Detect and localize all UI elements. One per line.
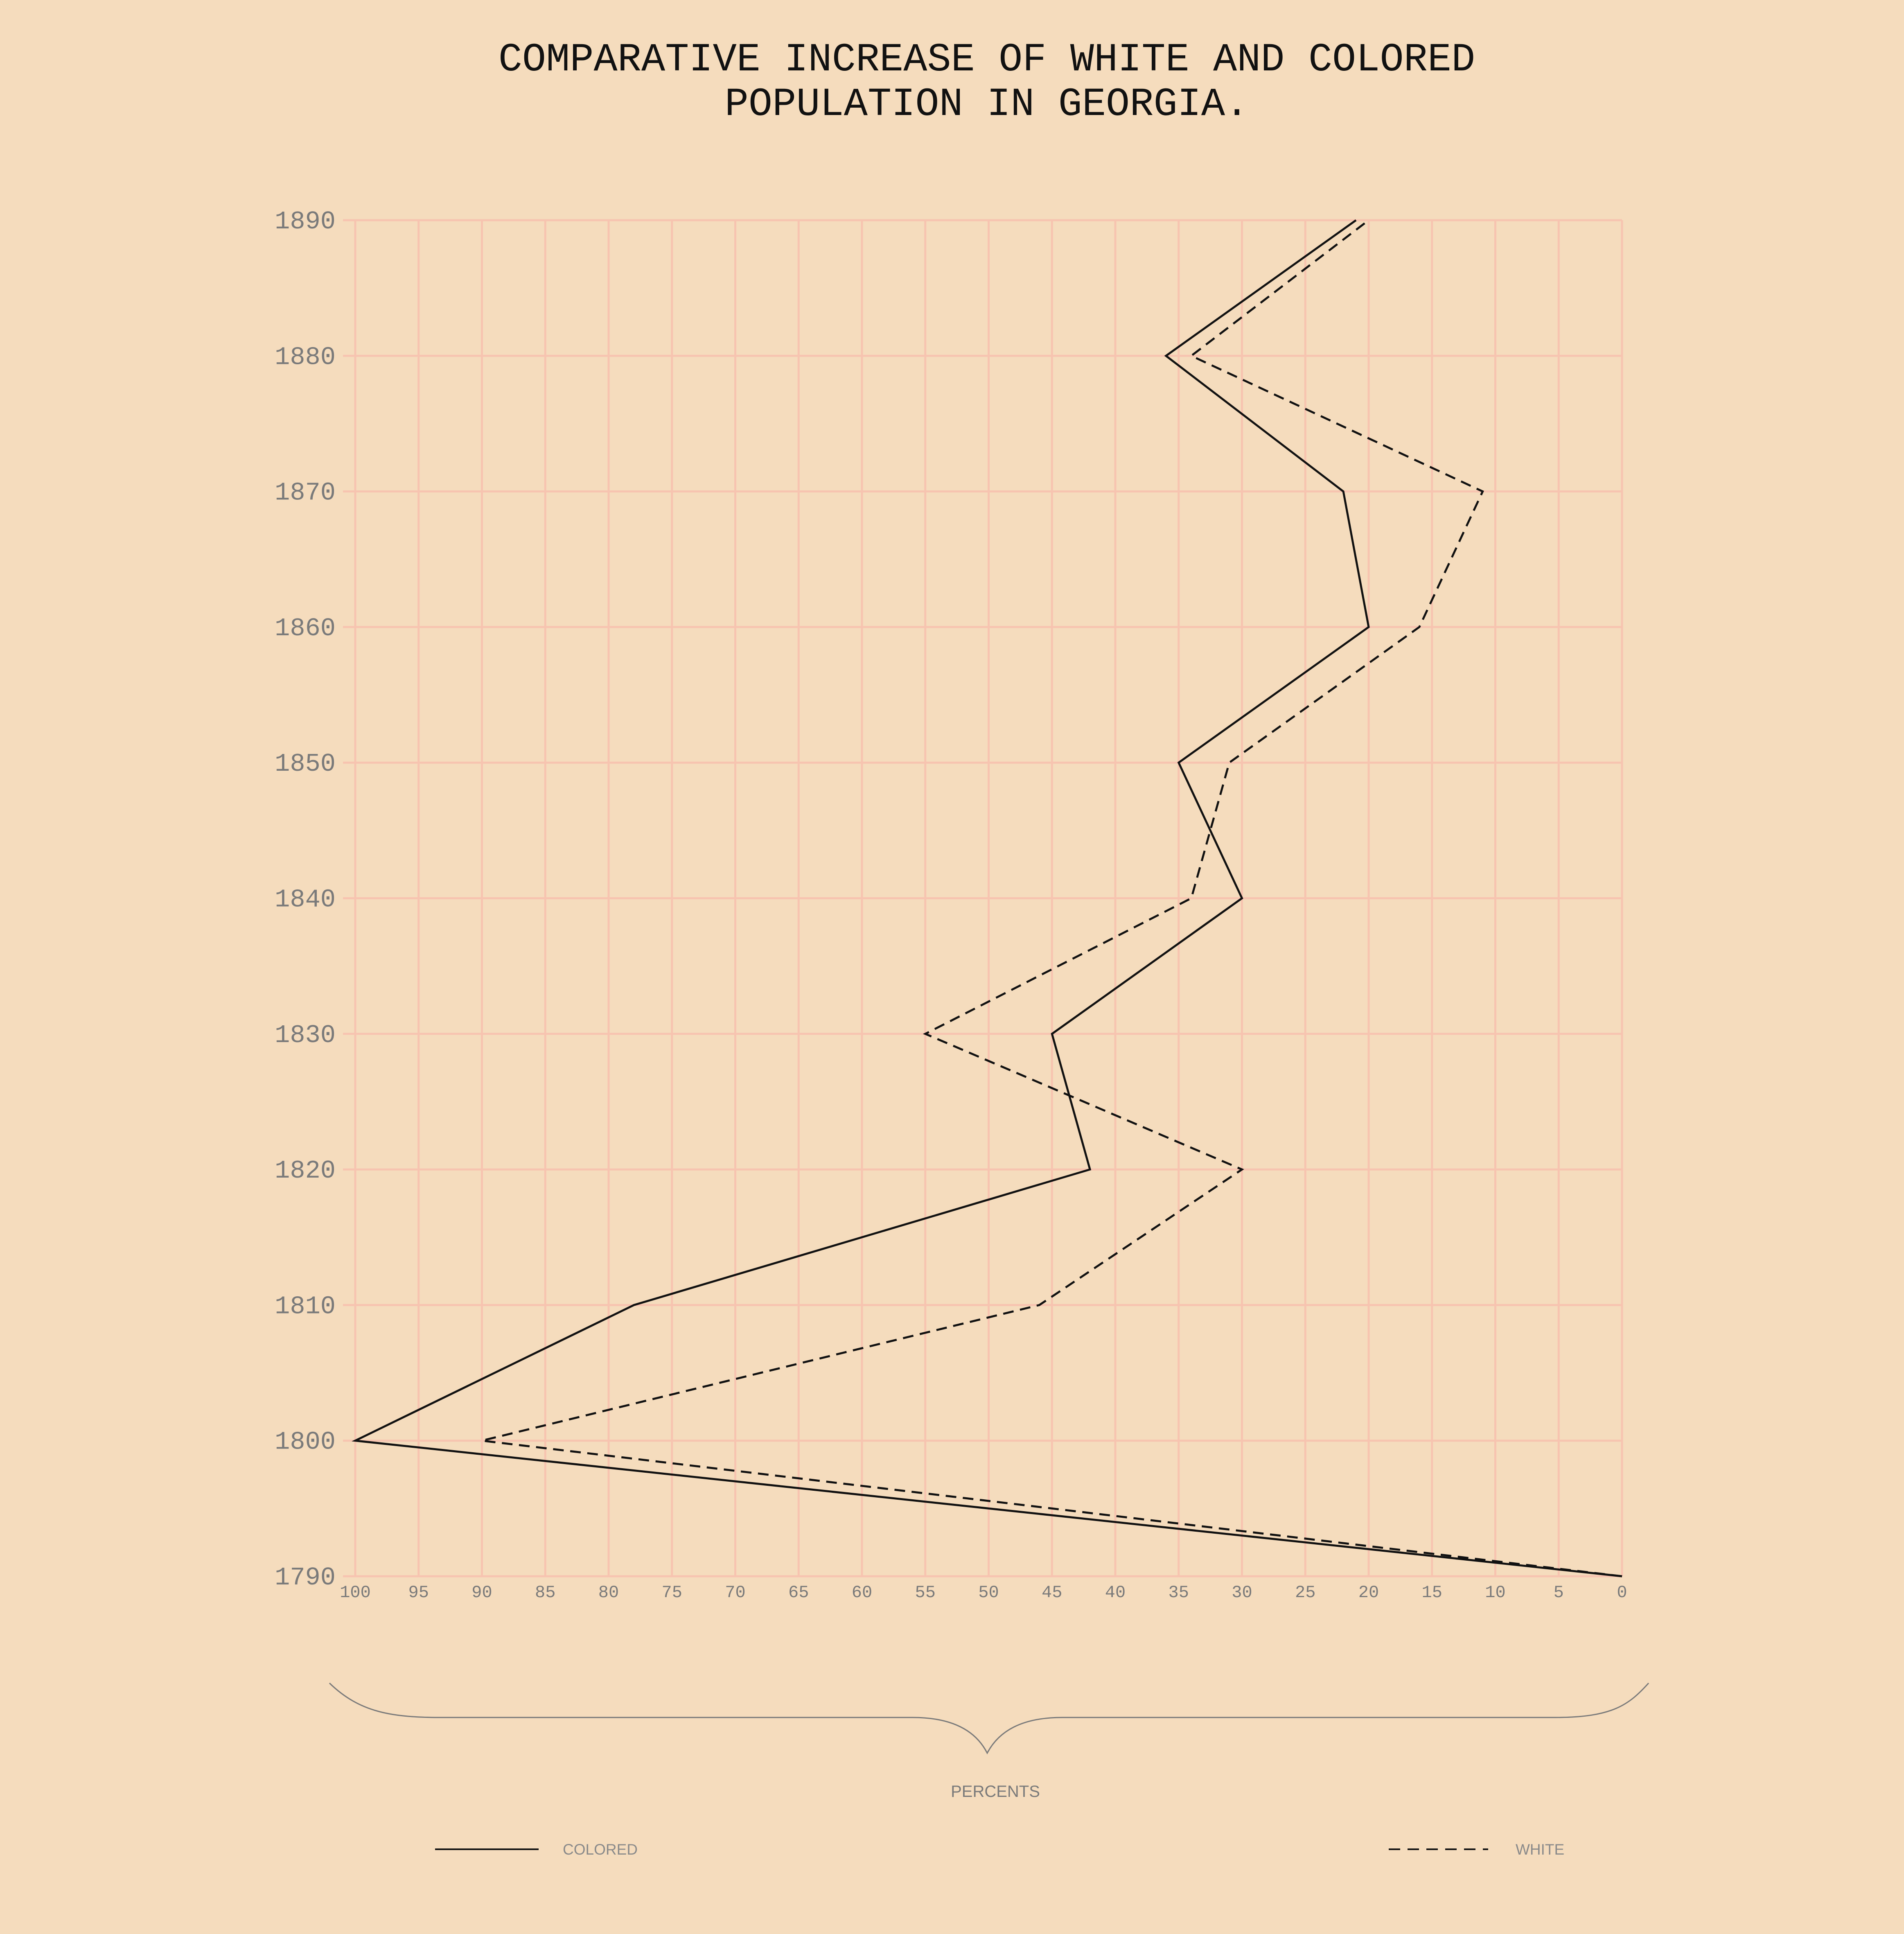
- x-tick-label-15: 15: [1422, 1583, 1442, 1602]
- x-tick-label-95: 95: [408, 1583, 429, 1602]
- x-tick-label-5: 5: [1554, 1583, 1564, 1602]
- grid: [343, 219, 1623, 1577]
- series-line-colored: [352, 219, 1622, 1577]
- legend-white-label: WHITE: [1516, 1841, 1564, 1858]
- legend: COLORED WHITE: [435, 1841, 1564, 1858]
- y-tick-label-1820: 1820: [275, 1156, 336, 1185]
- series: [352, 219, 1622, 1577]
- x-tick-label-100: 100: [340, 1583, 371, 1602]
- x-axis-ticks: 100 95 90 85 80 75 70 65 60 55 50 45 40 35 30 25 20 15 10 5…: [340, 1583, 1627, 1602]
- y-tick-label-1840: 1840: [275, 885, 336, 914]
- x-tick-label-45: 45: [1042, 1583, 1062, 1602]
- x-axis-label: PERCENTS: [951, 1783, 1040, 1801]
- y-tick-label-1850: 1850: [275, 749, 336, 779]
- y-tick-label-1810: 1810: [275, 1292, 336, 1321]
- y-tick-label-1860: 1860: [275, 614, 336, 643]
- x-tick-label-80: 80: [598, 1583, 619, 1602]
- x-tick-label-40: 40: [1105, 1583, 1126, 1602]
- chart-title-line-1: COMPARATIVE INCREASE OF WHITE AND COLORE…: [499, 38, 1475, 83]
- y-tick-label-1830: 1830: [275, 1021, 336, 1050]
- x-tick-label-85: 85: [535, 1583, 555, 1602]
- y-tick-label-1880: 1880: [275, 343, 336, 372]
- y-axis-ticks: 1890 1880 1870 1860 1850 1840 1830 1820 1810 1800…: [275, 207, 336, 1592]
- x-tick-label-55: 55: [915, 1583, 936, 1602]
- y-tick-label-1870: 1870: [275, 478, 336, 508]
- x-tick-label-25: 25: [1295, 1583, 1315, 1602]
- y-tick-label-1890: 1890: [275, 207, 336, 236]
- chart-title-line-2: POPULATION IN GEORGIA.: [725, 82, 1249, 127]
- percents-brace: [329, 1682, 1649, 1755]
- x-tick-label-20: 20: [1358, 1583, 1379, 1602]
- series-line-white: [481, 219, 1622, 1577]
- x-tick-label-35: 35: [1169, 1583, 1189, 1602]
- x-tick-label-50: 50: [978, 1583, 999, 1602]
- y-tick-label-1800: 1800: [275, 1428, 336, 1457]
- x-tick-label-90: 90: [471, 1583, 492, 1602]
- x-tick-label-10: 10: [1485, 1583, 1505, 1602]
- x-tick-label-0: 0: [1617, 1583, 1627, 1602]
- x-tick-label-30: 30: [1232, 1583, 1252, 1602]
- y-tick-label-1790: 1790: [275, 1563, 336, 1592]
- legend-colored-label: COLORED: [563, 1841, 638, 1858]
- x-tick-label-65: 65: [788, 1583, 809, 1602]
- x-tick-label-60: 60: [852, 1583, 872, 1602]
- x-tick-label-70: 70: [725, 1583, 745, 1602]
- x-tick-label-75: 75: [662, 1583, 682, 1602]
